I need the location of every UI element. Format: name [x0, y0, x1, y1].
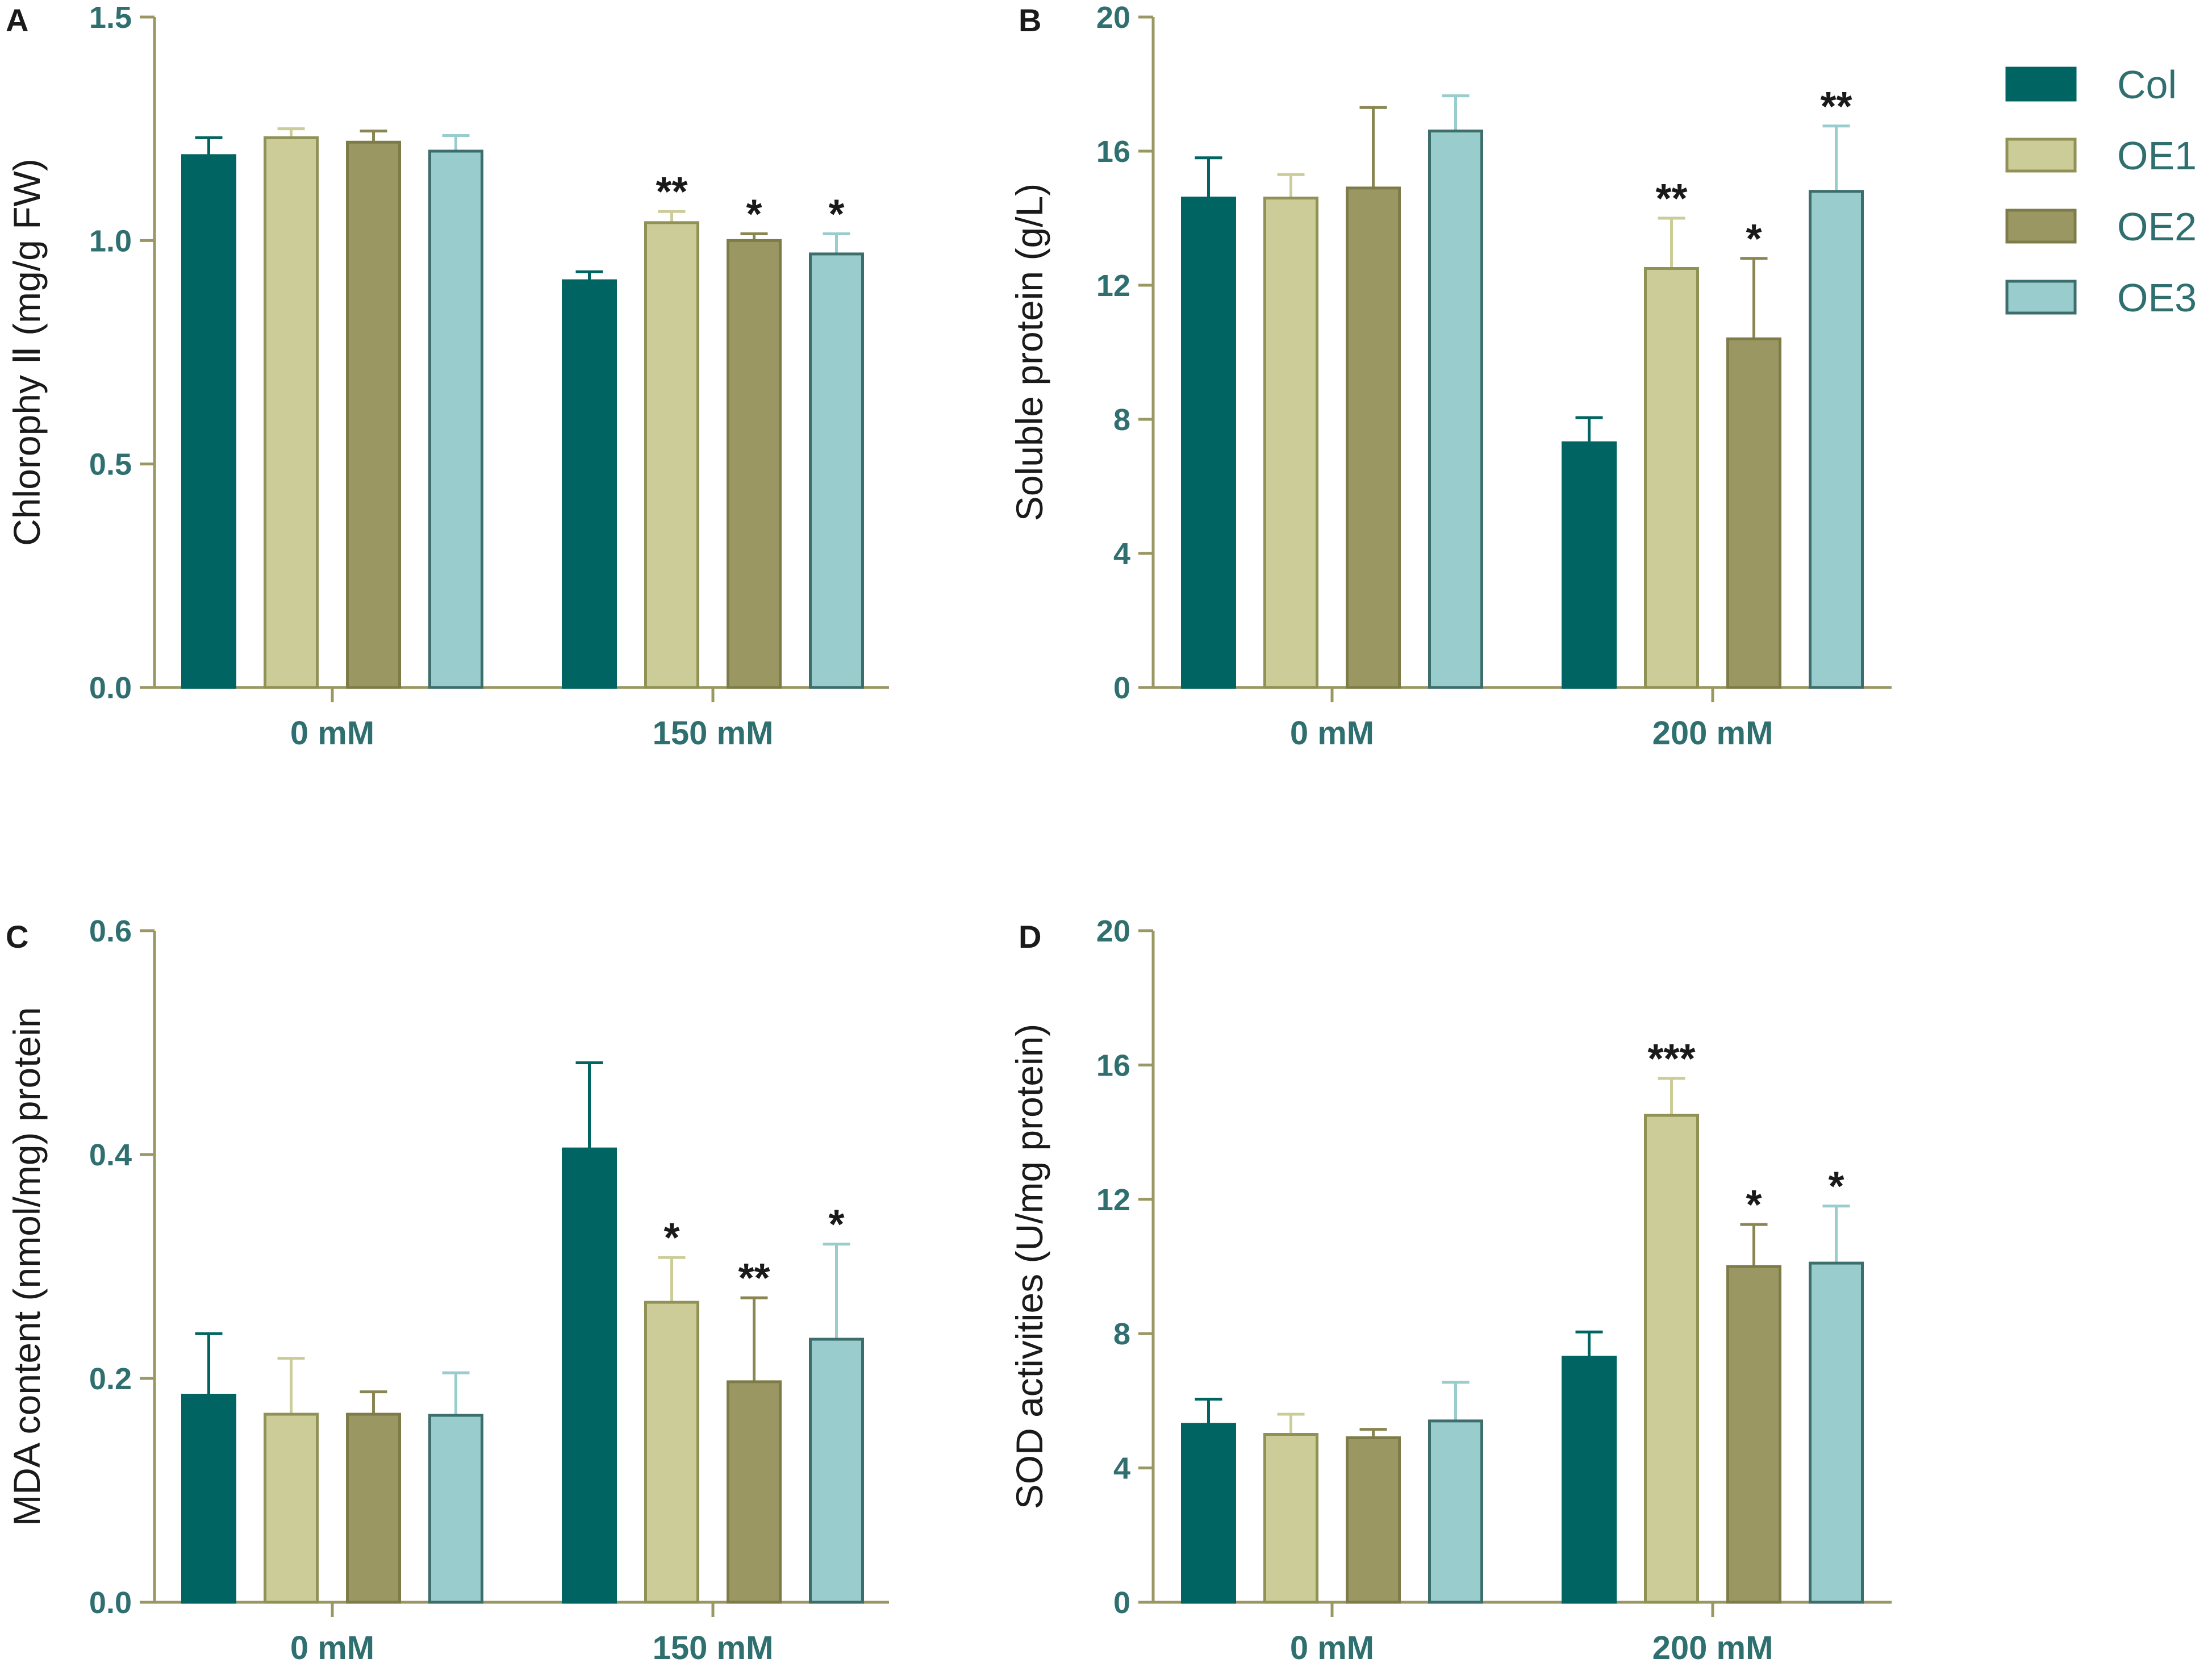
y-tick-label: 0.0: [89, 1586, 132, 1620]
y-tick-label: 0.4: [89, 1138, 132, 1172]
bar-oe1: [1644, 1114, 1699, 1604]
panel-letter: C: [6, 919, 28, 955]
bar-oe1: [644, 1301, 699, 1604]
x-category-label: 0 mM: [290, 715, 374, 752]
significance-label: *: [828, 192, 844, 238]
y-tick-label: 8: [1113, 403, 1130, 437]
bar-oe3: [809, 1338, 864, 1604]
y-tick-label: 0.5: [89, 448, 132, 482]
bar-oe1: [1644, 267, 1699, 689]
bar-oe3: [809, 252, 864, 689]
bar-col: [562, 1147, 617, 1604]
y-tick-label: 0: [1113, 671, 1130, 705]
x-category-label: 200 mM: [1652, 1630, 1773, 1666]
y-tick-label: 12: [1096, 1183, 1130, 1217]
y-tick-label: 1.0: [89, 224, 132, 258]
y-tick-label: 4: [1113, 1452, 1130, 1486]
x-category-label: 0 mM: [1290, 715, 1374, 752]
bar-oe2: [1726, 1265, 1781, 1604]
bar-col: [1562, 1356, 1617, 1604]
legend-label: Col: [2117, 63, 2177, 107]
bar-oe3: [428, 149, 483, 689]
bar-col: [1181, 1423, 1236, 1604]
panel-c: C 0.0 0.2 0.4 0.6 MDA content (nmol/mg) prote…: [6, 914, 889, 1666]
significance-label: *: [1746, 1182, 1762, 1228]
bar-oe2: [346, 140, 401, 689]
significance-label: **: [738, 1256, 770, 1301]
panel-a: A 0.0 0.5 1.0 1.5 Chlorophy Ⅱ (mg/g FW) 0 mM 15…: [6, 1, 889, 752]
bar-oe1: [264, 136, 319, 689]
panel-b: B 0 4 8 12 16 20 Soluble protein (g/L) 0 mM 200 m…: [1008, 1, 1892, 752]
bar-oe1: [1263, 1433, 1318, 1604]
significance-label: *: [828, 1202, 844, 1248]
panel-letter: B: [1019, 2, 1041, 38]
bar-oe1: [264, 1413, 319, 1604]
significance-label: *: [663, 1215, 679, 1261]
significance-label: **: [656, 169, 687, 215]
y-tick-label: 20: [1096, 1, 1130, 35]
bar-oe1: [644, 221, 699, 689]
bar-oe3: [1428, 1419, 1483, 1604]
bar-oe2: [727, 1380, 782, 1604]
x-category-label: 200 mM: [1652, 715, 1773, 752]
bar-col: [181, 1394, 236, 1604]
legend-swatch-oe2: [2005, 209, 2077, 244]
bar-oe1: [1263, 197, 1318, 689]
significance-label: **: [1655, 176, 1687, 222]
bar-col: [1562, 441, 1617, 689]
bar-oe2: [346, 1413, 401, 1604]
bar-col: [1181, 197, 1236, 689]
bar-oe3: [1809, 1261, 1864, 1604]
bar-col: [562, 279, 617, 689]
x-category-label: 0 mM: [290, 1630, 374, 1666]
y-tick-label: 4: [1113, 537, 1130, 571]
y-tick-label: 0.6: [89, 914, 132, 948]
legend-swatch-oe3: [2005, 280, 2077, 315]
y-tick-label: 20: [1096, 914, 1130, 948]
y-tick-label: 1.5: [89, 1, 132, 35]
x-category-label: 0 mM: [1290, 1630, 1374, 1666]
panel-letter: A: [6, 2, 28, 38]
legend: Col OE1 OE2 OE3: [2005, 63, 2197, 320]
x-category-label: 150 mM: [653, 1630, 774, 1666]
bar-oe2: [1726, 337, 1781, 689]
bar-oe3: [428, 1414, 483, 1604]
legend-swatch-oe1: [2005, 138, 2077, 173]
x-category-label: 150 mM: [653, 715, 774, 752]
y-tick-label: 8: [1113, 1317, 1130, 1351]
significance-label: ***: [1647, 1036, 1695, 1082]
y-tick-label: 0: [1113, 1586, 1130, 1620]
bar-oe2: [1346, 186, 1401, 689]
y-tick-label: 16: [1096, 1048, 1130, 1082]
legend-swatch-col: [2005, 66, 2077, 102]
bar-oe3: [1809, 190, 1864, 689]
y-tick-label: 16: [1096, 135, 1130, 169]
y-tick-label: 0.2: [89, 1362, 132, 1396]
significance-label: *: [1828, 1164, 1844, 1210]
y-axis-title: Chlorophy Ⅱ (mg/g FW): [6, 159, 48, 546]
legend-label: OE2: [2117, 205, 2197, 249]
significance-label: **: [1820, 84, 1852, 130]
legend-label: OE3: [2117, 276, 2197, 320]
significance-label: *: [746, 192, 762, 238]
bar-oe2: [727, 239, 782, 689]
y-tick-label: 0.0: [89, 671, 132, 705]
y-tick-label: 12: [1096, 269, 1130, 303]
bar-col: [181, 154, 236, 689]
panel-d: D 0 4 8 12 16 20 SOD activities (U/mg protein) 0…: [1008, 914, 1892, 1666]
y-axis-title: SOD activities (U/mg protein): [1008, 1024, 1050, 1510]
bar-oe2: [1346, 1436, 1401, 1604]
panel-letter: D: [1019, 919, 1041, 955]
bar-oe3: [1428, 130, 1483, 689]
y-axis-title: MDA content (nmol/mg) protein: [6, 1007, 48, 1526]
y-axis-title: Soluble protein (g/L): [1008, 184, 1050, 521]
legend-label: OE1: [2117, 134, 2197, 178]
significance-label: *: [1746, 216, 1762, 262]
